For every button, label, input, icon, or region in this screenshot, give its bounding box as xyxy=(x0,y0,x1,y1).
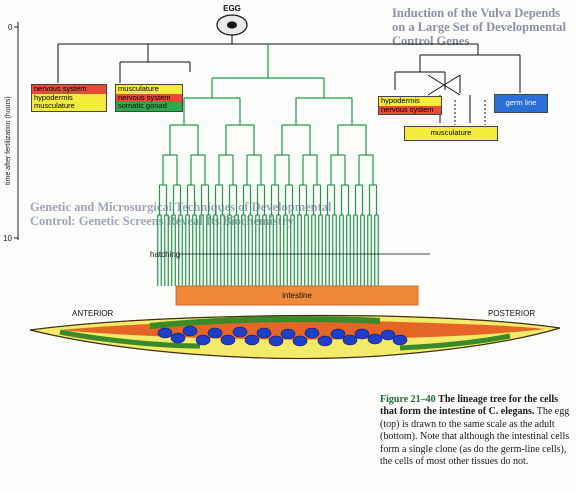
egg-label: EGG xyxy=(223,4,241,13)
intestine-nucleus xyxy=(268,335,284,347)
intestine-nucleus xyxy=(207,327,223,339)
legend-box-e: musculature xyxy=(404,126,498,141)
intestine-nucleus xyxy=(292,335,308,347)
figure-caption: Figure 21–40 The lineage tree for the ce… xyxy=(380,394,572,468)
caption-title: The lineage tree for the cells that form… xyxy=(380,394,559,418)
legend-hypodermis: hypodermis xyxy=(379,96,441,106)
intestine-nucleus xyxy=(380,329,396,341)
intestine-nucleus xyxy=(244,334,260,346)
anterior-label: ANTERIOR xyxy=(72,309,114,318)
intestine-nucleus xyxy=(330,328,346,340)
intestine-nucleus xyxy=(182,325,198,337)
time-axis xyxy=(14,22,19,240)
intestine-nucleus xyxy=(157,327,173,339)
adult-worm xyxy=(29,314,561,360)
intestine-nucleus xyxy=(354,328,370,340)
lineage-dashed xyxy=(454,100,486,125)
legend-musculature: musculature xyxy=(32,101,106,111)
legend-musculature: musculature xyxy=(116,84,182,94)
legend-hypodermis: hypodermis xyxy=(32,93,106,102)
intestine-nucleus xyxy=(317,335,333,347)
hatching-label: hatching xyxy=(150,250,180,259)
legend-nervous-system: nervous system xyxy=(116,93,182,102)
legend-somatic-gonad: somatic gonad xyxy=(116,101,182,111)
intestine-bar xyxy=(175,285,419,306)
caption-body: The egg (top) is drawn to the same scale… xyxy=(380,406,570,468)
intestine-nucleus xyxy=(232,326,248,338)
intestine-nucleus xyxy=(280,328,296,340)
legend-box-b: musculature nervous system somatic gonad xyxy=(115,84,183,112)
legend-box-d: germ line xyxy=(494,94,548,113)
intestine-nucleus xyxy=(256,327,272,339)
intestine-nucleus xyxy=(304,327,320,339)
intestine-nuclei xyxy=(157,325,408,347)
intestine-nucleus xyxy=(195,334,211,346)
intestine-nucleus xyxy=(392,334,408,346)
legend-nervous-system: nervous system xyxy=(32,84,106,94)
egg-icon xyxy=(216,14,248,36)
caption-figure-number: Figure 21–40 xyxy=(380,394,436,405)
legend-box-a: nervous system hypodermis musculature xyxy=(31,84,107,112)
posterior-label: POSTERIOR xyxy=(488,309,535,318)
intestine-lineage-tree xyxy=(157,44,379,286)
axis-label: time after fertilization (hours) xyxy=(5,96,12,185)
legend-nervous-system: nervous system xyxy=(379,105,441,114)
legend-box-c: hypodermis nervous system xyxy=(378,96,442,115)
intestine-nucleus xyxy=(367,333,383,345)
intestine-label: intestine xyxy=(282,291,312,300)
intestine-nucleus xyxy=(342,334,358,346)
axis-tick-10: 10 xyxy=(3,234,12,243)
intestine-nucleus xyxy=(170,332,186,344)
legend-germ-line: germ line xyxy=(505,98,537,107)
legend-musculature: musculature xyxy=(430,128,472,137)
axis-tick-0: 0 xyxy=(8,23,13,32)
intestine-nucleus xyxy=(220,334,236,346)
